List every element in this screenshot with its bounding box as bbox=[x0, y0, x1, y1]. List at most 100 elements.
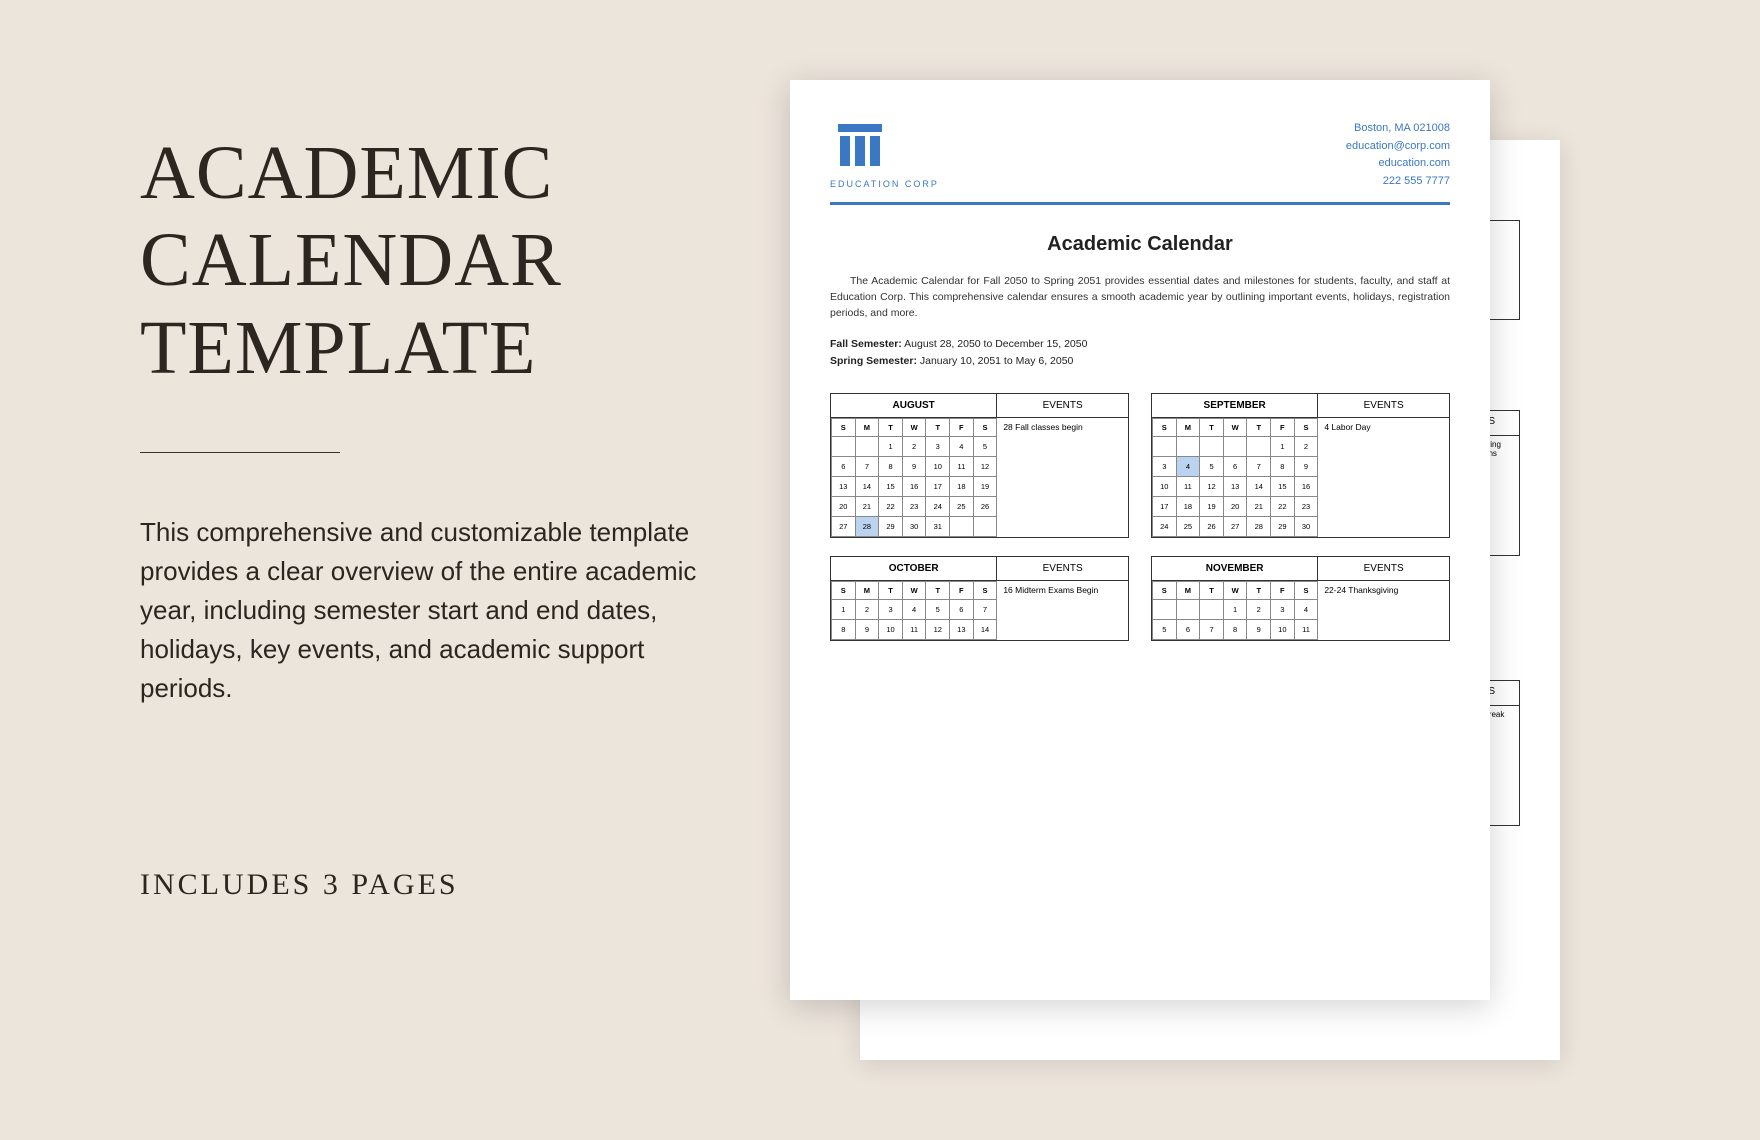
semester-dates: Fall Semester: August 28, 2050 to Decemb… bbox=[830, 336, 1450, 372]
calendar-day bbox=[1176, 600, 1200, 620]
contact-info: Boston, MA 021008 education@corp.com edu… bbox=[1346, 120, 1450, 190]
day-header: S bbox=[1153, 582, 1177, 600]
calendar-day: 7 bbox=[1200, 620, 1224, 640]
calendar-day: 6 bbox=[1223, 457, 1247, 477]
calendar-day: 13 bbox=[832, 477, 856, 497]
events-list: 28 Fall classes begin bbox=[997, 418, 1128, 537]
calendar-day: 6 bbox=[832, 457, 856, 477]
calendar-day: 8 bbox=[832, 620, 856, 640]
calendar-day: 9 bbox=[902, 457, 926, 477]
calendar-day: 17 bbox=[926, 477, 950, 497]
calendar-day: 8 bbox=[1271, 457, 1295, 477]
day-header: T bbox=[879, 582, 903, 600]
spring-semester: Spring Semester: January 10, 2051 to May… bbox=[830, 353, 1450, 371]
month-name: AUGUST bbox=[831, 394, 997, 417]
document-page-1: EDUCATION CORP Boston, MA 021008 educati… bbox=[790, 80, 1490, 1000]
calendar-day: 19 bbox=[1200, 497, 1224, 517]
calendar-day: 25 bbox=[1176, 517, 1200, 537]
calendar-day: 2 bbox=[902, 437, 926, 457]
day-header: M bbox=[855, 582, 879, 600]
day-header: M bbox=[1176, 419, 1200, 437]
calendar-day: 9 bbox=[855, 620, 879, 640]
calendar-day bbox=[973, 517, 997, 537]
day-header: W bbox=[902, 419, 926, 437]
calendar-day: 23 bbox=[902, 497, 926, 517]
day-header: S bbox=[832, 419, 856, 437]
calendar-table: SMTWTFS 12345678910111213141516171819202… bbox=[1152, 418, 1318, 537]
spring-dates: January 10, 2051 to May 6, 2050 bbox=[920, 355, 1074, 367]
fall-semester: Fall Semester: August 28, 2050 to Decemb… bbox=[830, 336, 1450, 354]
calendar-day: 11 bbox=[1294, 620, 1318, 640]
calendar-day: 10 bbox=[926, 457, 950, 477]
day-header: W bbox=[1223, 582, 1247, 600]
month-name: OCTOBER bbox=[831, 557, 997, 580]
calendar-day: 29 bbox=[879, 517, 903, 537]
day-header: S bbox=[832, 582, 856, 600]
calendar-day: 16 bbox=[1294, 477, 1318, 497]
calendar-day: 25 bbox=[950, 497, 974, 517]
calendar-day bbox=[1153, 600, 1177, 620]
month-name: SEPTEMBER bbox=[1152, 394, 1318, 417]
day-header: M bbox=[1176, 582, 1200, 600]
includes-pages: INCLUDES 3 PAGES bbox=[140, 868, 700, 902]
day-header: M bbox=[855, 419, 879, 437]
calendar-day: 6 bbox=[1176, 620, 1200, 640]
calendar-day: 4 bbox=[902, 600, 926, 620]
calendar-day: 10 bbox=[1271, 620, 1295, 640]
calendar-day: 12 bbox=[926, 620, 950, 640]
calendar-day: 28 bbox=[1247, 517, 1271, 537]
day-header: F bbox=[950, 419, 974, 437]
month-october: OCTOBER EVENTS SMTWTFS 12345678910111213… bbox=[830, 556, 1129, 641]
letterhead: EDUCATION CORP Boston, MA 021008 educati… bbox=[830, 120, 1450, 190]
calendar-day: 27 bbox=[832, 517, 856, 537]
day-header: F bbox=[1271, 582, 1295, 600]
calendar-day: 14 bbox=[973, 620, 997, 640]
day-header: T bbox=[1247, 582, 1271, 600]
calendar-day: 23 bbox=[1294, 497, 1318, 517]
calendar-day: 24 bbox=[926, 497, 950, 517]
calendar-day bbox=[1200, 600, 1224, 620]
day-header: T bbox=[879, 419, 903, 437]
calendar-day: 7 bbox=[973, 600, 997, 620]
template-title: ACADEMIC CALENDAR TEMPLATE bbox=[140, 130, 700, 392]
calendar-day: 24 bbox=[1153, 517, 1177, 537]
contact-email: education@corp.com bbox=[1346, 138, 1450, 156]
day-header: S bbox=[1294, 419, 1318, 437]
calendar-day bbox=[1176, 437, 1200, 457]
contact-phone: 222 555 7777 bbox=[1346, 173, 1450, 191]
calendar-day: 18 bbox=[1176, 497, 1200, 517]
calendar-day: 30 bbox=[1294, 517, 1318, 537]
calendar-day bbox=[832, 437, 856, 457]
calendar-day: 13 bbox=[950, 620, 974, 640]
header-rule bbox=[830, 202, 1450, 205]
calendar-day: 15 bbox=[879, 477, 903, 497]
calendar-day: 22 bbox=[879, 497, 903, 517]
title-line-1: ACADEMIC bbox=[140, 131, 553, 215]
calendar-day: 28 bbox=[855, 517, 879, 537]
calendar-day bbox=[855, 437, 879, 457]
calendar-day: 14 bbox=[1247, 477, 1271, 497]
day-header: F bbox=[1271, 419, 1295, 437]
day-header: S bbox=[973, 582, 997, 600]
calendar-day: 26 bbox=[973, 497, 997, 517]
calendar-day: 8 bbox=[879, 457, 903, 477]
calendar-day: 16 bbox=[902, 477, 926, 497]
calendar-day: 1 bbox=[879, 437, 903, 457]
calendar-day: 1 bbox=[832, 600, 856, 620]
calendar-day: 2 bbox=[1294, 437, 1318, 457]
calendar-day: 27 bbox=[1223, 517, 1247, 537]
calendar-day: 3 bbox=[1153, 457, 1177, 477]
calendar-day: 1 bbox=[1223, 600, 1247, 620]
calendar-day bbox=[950, 517, 974, 537]
calendar-day: 4 bbox=[950, 437, 974, 457]
calendar-day: 18 bbox=[950, 477, 974, 497]
day-header: S bbox=[973, 419, 997, 437]
calendar-day: 9 bbox=[1247, 620, 1271, 640]
events-header: EVENTS bbox=[1318, 557, 1449, 580]
calendar-day bbox=[1223, 437, 1247, 457]
day-header: W bbox=[1223, 419, 1247, 437]
calendar-day: 19 bbox=[973, 477, 997, 497]
calendar-day: 20 bbox=[832, 497, 856, 517]
calendar-day: 21 bbox=[855, 497, 879, 517]
day-header: W bbox=[902, 582, 926, 600]
